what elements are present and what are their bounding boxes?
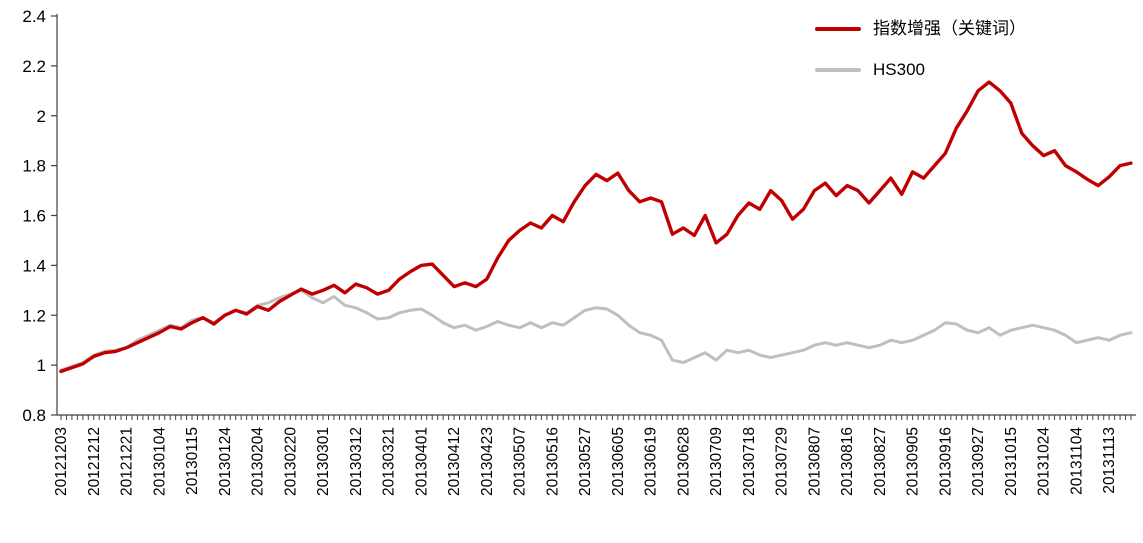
y-tick-label: 2 [37,107,46,126]
x-tick-label: 20130401 [413,427,430,496]
y-tick-label: 1.2 [22,306,46,325]
y-tick-label: 1 [37,356,46,375]
x-tick-label: 20130709 [708,427,725,496]
series-line-hs300 [59,288,1133,372]
x-tick-label: 20131024 [1036,427,1053,496]
x-tick-label: 20130204 [250,427,267,496]
y-tick-label: 1.6 [22,207,46,226]
x-tick-label: 20130312 [348,427,365,496]
x-tick-label: 20130628 [675,427,692,496]
x-tick-label: 20130220 [282,427,299,496]
legend-label-hs300: HS300 [873,60,925,79]
x-tick-label: 20130729 [774,427,791,496]
x-tick-label: 20130423 [479,427,496,496]
x-tick-label: 20130718 [741,427,758,496]
x-tick-label: 20130619 [643,427,660,496]
legend: 指数增强（关键词） HS300 [815,20,1026,78]
x-tick-label: 20130124 [217,427,234,496]
legend-line-swatch-gray [815,67,861,72]
y-tick-label: 2.4 [22,7,46,26]
x-tick-label: 20130516 [544,427,561,496]
x-tick-label: 20130527 [577,427,594,496]
x-tick-label: 20131113 [1101,427,1118,494]
legend-line-swatch-red [815,26,861,31]
legend-item-index-enhanced: 指数增强（关键词） [815,20,1026,37]
x-tick-label: 20121212 [86,427,103,496]
x-tick-label: 20131015 [1003,427,1020,496]
y-tick-label: 2.2 [22,57,46,76]
x-tick-label: 20130507 [512,427,529,496]
x-tick-label: 20130301 [315,427,332,496]
y-tick-label: 1.8 [22,157,46,176]
series-line-index-enhanced [59,80,1133,374]
x-tick-label: 20130115 [184,427,201,495]
x-tick-label: 20130905 [905,427,922,496]
x-tick-label: 20130412 [446,427,463,496]
x-tick-label: 20130816 [839,427,856,496]
legend-label-index-enhanced: 指数增强（关键词） [873,19,1026,38]
x-tick-label: 20130827 [872,427,889,496]
legend-item-hs300: HS300 [815,61,1026,78]
x-tick-label: 20130605 [610,427,627,496]
x-tick-label: 20130321 [381,427,398,496]
x-tick-label: 20131104 [1068,427,1085,495]
x-tick-label: 20121221 [119,427,136,496]
x-tick-label: 20121203 [53,427,70,496]
x-tick-label: 20130927 [970,427,987,496]
x-tick-label: 20130916 [937,427,954,496]
x-tick-label: 20130807 [806,427,823,496]
y-tick-label: 0.8 [22,406,46,425]
x-tick-label: 20130104 [151,427,168,496]
y-tick-label: 1.4 [22,256,46,275]
